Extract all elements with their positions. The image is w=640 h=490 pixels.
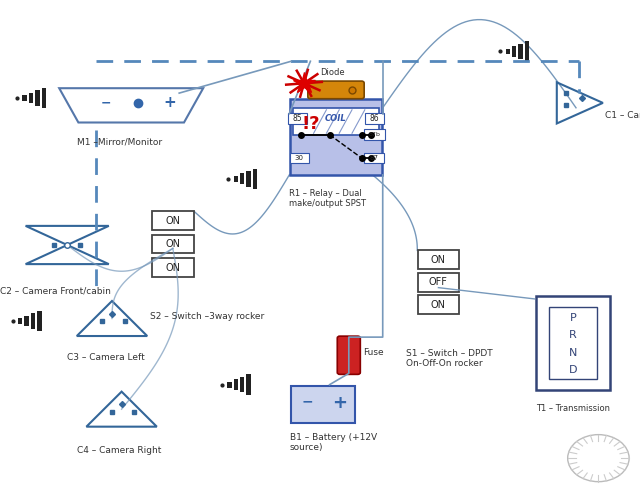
Text: !?: !?: [301, 115, 319, 133]
FancyBboxPatch shape: [290, 153, 309, 163]
Bar: [31, 313, 35, 329]
FancyBboxPatch shape: [291, 386, 355, 422]
Bar: [240, 173, 244, 184]
FancyBboxPatch shape: [418, 295, 460, 314]
Text: 86: 86: [370, 114, 380, 123]
FancyBboxPatch shape: [288, 114, 307, 124]
Text: 85: 85: [292, 114, 302, 123]
Text: ON: ON: [165, 239, 180, 249]
FancyBboxPatch shape: [290, 99, 383, 175]
Bar: [234, 176, 238, 182]
Bar: [234, 379, 238, 390]
Text: R: R: [569, 330, 577, 341]
FancyBboxPatch shape: [152, 211, 193, 230]
Text: +: +: [163, 96, 176, 110]
Text: B1 – Battery (+12V
source): B1 – Battery (+12V source): [290, 433, 377, 452]
Text: S2 – Switch –3way rocker: S2 – Switch –3way rocker: [150, 312, 265, 320]
Bar: [512, 46, 516, 57]
Text: Fuse: Fuse: [363, 348, 383, 357]
FancyBboxPatch shape: [152, 258, 193, 277]
Bar: [525, 41, 529, 62]
Bar: [18, 318, 22, 324]
FancyBboxPatch shape: [365, 114, 385, 124]
Text: C3 – Camera Left: C3 – Camera Left: [67, 353, 145, 362]
Text: S1 – Switch – DPDT
On-Off-On rocker: S1 – Switch – DPDT On-Off-On rocker: [406, 349, 493, 368]
Text: M1 –Mirror/Monitor: M1 –Mirror/Monitor: [77, 137, 162, 146]
FancyBboxPatch shape: [152, 235, 193, 253]
Bar: [240, 377, 244, 392]
Text: −: −: [301, 395, 313, 409]
Text: C1 – Camera Rear: C1 – Camera Rear: [605, 111, 640, 120]
FancyBboxPatch shape: [337, 336, 360, 374]
FancyBboxPatch shape: [536, 296, 610, 390]
Bar: [35, 90, 40, 106]
Text: COIL: COIL: [325, 114, 347, 123]
Text: OFF: OFF: [429, 277, 448, 287]
Bar: [246, 374, 251, 395]
Bar: [506, 49, 510, 54]
FancyBboxPatch shape: [365, 153, 384, 163]
Text: 87: 87: [369, 155, 379, 161]
Bar: [246, 171, 251, 187]
Bar: [24, 316, 29, 326]
Text: C4 – Camera Right: C4 – Camera Right: [77, 446, 161, 455]
FancyBboxPatch shape: [293, 108, 380, 135]
Text: D: D: [568, 365, 577, 375]
Text: ON: ON: [165, 263, 180, 272]
Text: N: N: [568, 347, 577, 358]
FancyBboxPatch shape: [365, 129, 385, 140]
Bar: [253, 169, 257, 189]
Text: P: P: [570, 313, 576, 323]
Bar: [518, 44, 523, 59]
Bar: [42, 88, 46, 108]
Text: −: −: [100, 97, 111, 109]
Bar: [37, 311, 42, 331]
Text: ON: ON: [431, 255, 446, 265]
Bar: [29, 93, 33, 103]
FancyBboxPatch shape: [418, 250, 460, 269]
FancyBboxPatch shape: [418, 273, 460, 292]
Text: 87b: 87b: [369, 132, 381, 137]
FancyBboxPatch shape: [549, 308, 596, 378]
Text: +: +: [332, 394, 347, 412]
Text: ON: ON: [165, 216, 180, 225]
Text: 30: 30: [294, 155, 304, 161]
FancyBboxPatch shape: [308, 81, 364, 99]
Text: R1 – Relay – Dual
make/output SPST: R1 – Relay – Dual make/output SPST: [289, 189, 366, 208]
Text: ON: ON: [431, 300, 446, 310]
Bar: [22, 95, 27, 101]
Text: T1 – Transmission: T1 – Transmission: [536, 404, 610, 413]
Bar: [227, 382, 232, 388]
Text: Diode: Diode: [321, 68, 345, 77]
Text: C2 – Camera Front/cabin: C2 – Camera Front/cabin: [0, 287, 111, 295]
